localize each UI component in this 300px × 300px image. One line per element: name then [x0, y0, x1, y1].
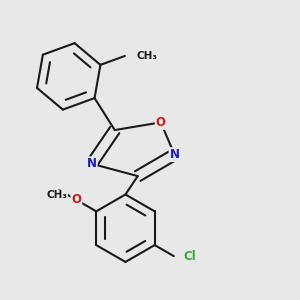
Text: CH₃: CH₃ [46, 190, 67, 200]
Text: CH₃: CH₃ [136, 51, 158, 61]
Text: N: N [169, 148, 179, 161]
Text: O: O [71, 193, 81, 206]
Text: Cl: Cl [183, 250, 196, 262]
Text: O: O [156, 116, 166, 129]
Text: N: N [87, 157, 97, 170]
